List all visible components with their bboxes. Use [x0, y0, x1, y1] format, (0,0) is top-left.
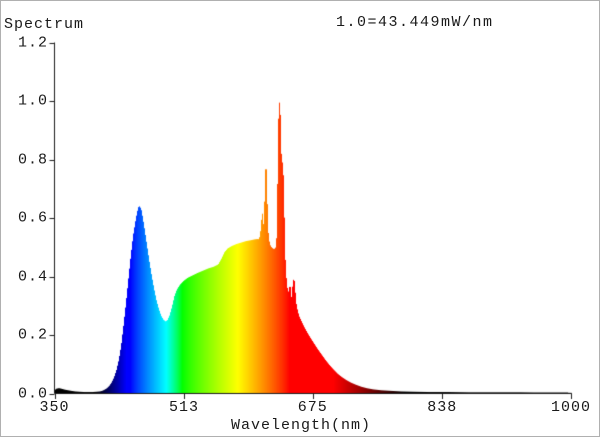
x-tick-label: 675 — [297, 399, 328, 416]
y-tick-label: 0.4 — [17, 268, 48, 285]
y-tick-label: 0.2 — [17, 326, 48, 344]
y-tick-label: 0.0 — [17, 385, 48, 402]
x-tick-label: 838 — [427, 399, 458, 416]
x-tick-label: 1000 — [550, 399, 592, 416]
y-tick-label: 1.0 — [17, 92, 48, 110]
scale-annotation: 1.0=43.449mW/nm — [336, 14, 494, 31]
x-tick-label: 350 — [39, 399, 70, 416]
y-tick-label: 0.6 — [17, 209, 48, 227]
chart-title: Spectrum — [4, 16, 85, 33]
y-tick-label: 1.2 — [17, 34, 48, 51]
x-tick-label: 513 — [169, 399, 200, 416]
x-axis-title: Wavelength(nm) — [230, 417, 372, 434]
y-tick-label: 0.8 — [17, 151, 48, 168]
